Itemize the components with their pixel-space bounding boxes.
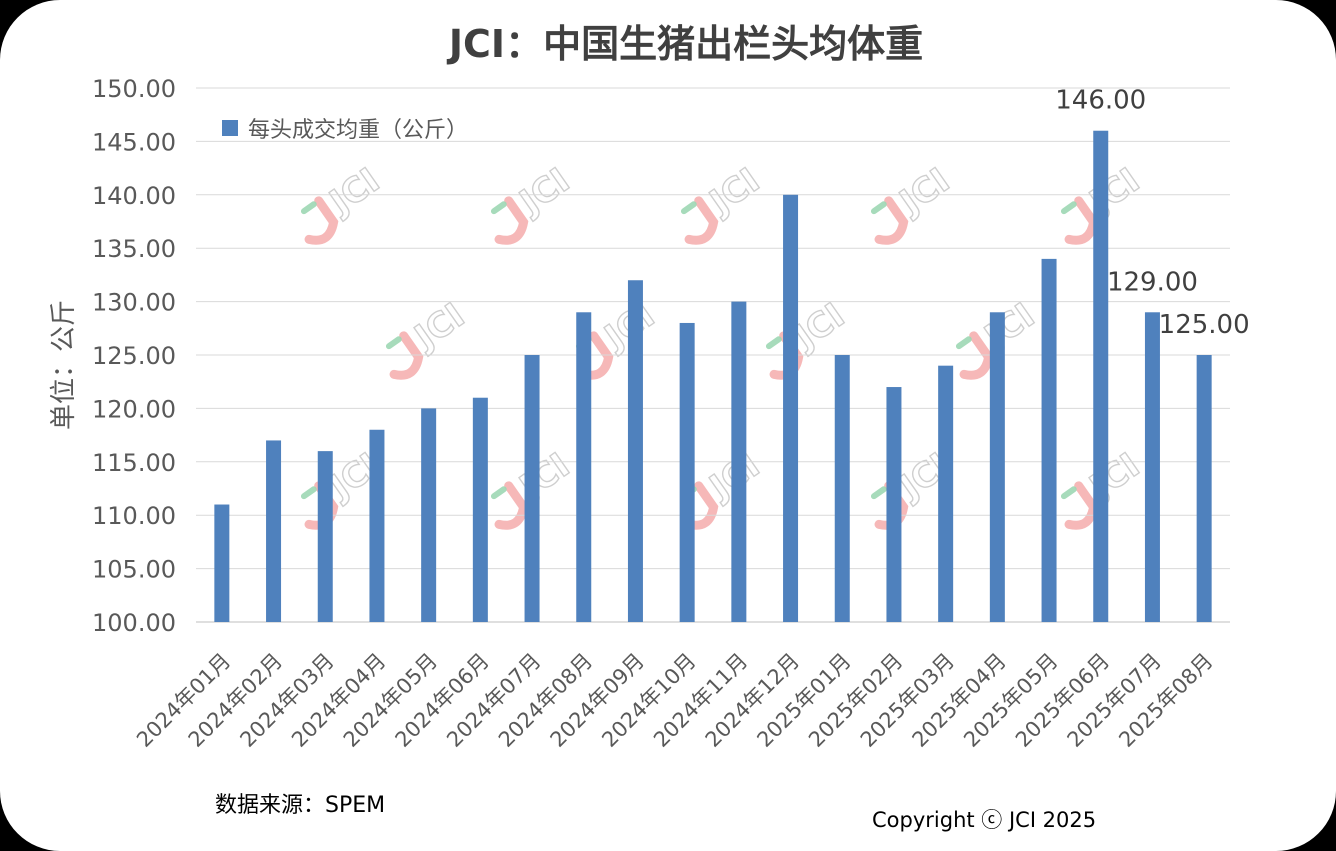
watermark-accent — [1060, 201, 1077, 215]
watermark-j-mark — [389, 331, 424, 380]
y-tick-label: 130.00 — [92, 289, 176, 317]
bar — [938, 365, 954, 622]
bar — [679, 322, 695, 622]
y-tick-label: 140.00 — [92, 182, 176, 210]
bar — [1196, 355, 1212, 622]
bar — [1093, 130, 1109, 622]
y-tick-label: 120.00 — [92, 395, 176, 423]
bar — [421, 408, 437, 622]
watermark-j-mark — [959, 331, 994, 380]
watermark-accent — [1060, 486, 1077, 500]
watermark-accent — [490, 201, 507, 215]
watermark-accent — [870, 486, 887, 500]
data-labels: 146.00 129.00 125.00 — [1055, 86, 1249, 340]
watermark: JCI — [385, 295, 473, 380]
watermark-j-mark — [1064, 196, 1099, 245]
legend-swatch — [222, 120, 238, 136]
watermark-accent — [680, 201, 697, 215]
y-tick-label: 135.00 — [92, 235, 176, 263]
watermark: JCI — [300, 160, 388, 245]
bar — [989, 312, 1005, 622]
y-tick-label: 100.00 — [92, 609, 176, 637]
x-axis-ticks: 2024年01月2024年02月2024年03月2024年04月2024年05月… — [132, 649, 1218, 752]
legend: 每头成交均重（公斤） — [222, 118, 468, 143]
y-tick-label: 115.00 — [92, 449, 176, 477]
watermark-accent — [870, 201, 887, 215]
watermark-j-mark — [494, 196, 529, 245]
bar — [731, 301, 747, 622]
watermark: JCI — [680, 160, 768, 245]
watermark-layer: JCIJCIJCIJCIJCIJCIJCIJCIJCIJCIJCIJCIJCIJ… — [300, 160, 1148, 530]
bar — [266, 440, 282, 622]
watermark: JCI — [870, 160, 958, 245]
y-axis-label: 单位：公斤 — [49, 300, 79, 430]
gridlines — [196, 87, 1230, 623]
data-label: 146.00 — [1055, 86, 1146, 116]
y-tick-label: 145.00 — [92, 128, 176, 156]
bar — [472, 397, 488, 622]
data-label: 125.00 — [1159, 310, 1250, 340]
bar — [783, 194, 799, 623]
bar — [834, 355, 850, 622]
watermark: JCI — [490, 160, 578, 245]
y-tick-label: 110.00 — [92, 502, 176, 530]
y-axis-ticks: 100.00 105.00 110.00 115.00 120.00 125.00 130.… — [92, 75, 176, 637]
watermark-j-mark — [304, 196, 339, 245]
watermark-accent — [300, 201, 317, 215]
watermark-j-mark — [494, 481, 529, 530]
watermark-j-mark — [1064, 481, 1099, 530]
watermark-accent — [490, 486, 507, 500]
watermark-accent — [385, 336, 402, 350]
bar — [1144, 312, 1160, 622]
y-tick-label: 125.00 — [92, 342, 176, 370]
data-label: 129.00 — [1107, 267, 1198, 297]
y-tick-label: 105.00 — [92, 556, 176, 584]
bar — [576, 312, 592, 622]
watermark-j-mark — [874, 196, 909, 245]
bar — [369, 429, 385, 622]
bar — [214, 504, 230, 622]
watermark-j-mark — [684, 196, 719, 245]
chart-title: JCI：中国生猪出栏头均体重 — [446, 22, 923, 66]
copyright: Copyright ⓒ JCI 2025 — [872, 808, 1096, 832]
bar — [317, 451, 333, 622]
watermark-j-mark — [874, 481, 909, 530]
bar — [1041, 258, 1057, 622]
bars — [214, 130, 1212, 623]
bar — [886, 387, 902, 622]
bar — [524, 355, 540, 622]
watermark-accent — [765, 336, 782, 350]
bar — [627, 280, 643, 622]
y-tick-label: 150.00 — [92, 75, 176, 103]
data-source: 数据来源：SPEM — [215, 793, 385, 818]
legend-label: 每头成交均重（公斤） — [248, 118, 468, 143]
watermark-accent — [955, 336, 972, 350]
watermark-accent — [300, 486, 317, 500]
